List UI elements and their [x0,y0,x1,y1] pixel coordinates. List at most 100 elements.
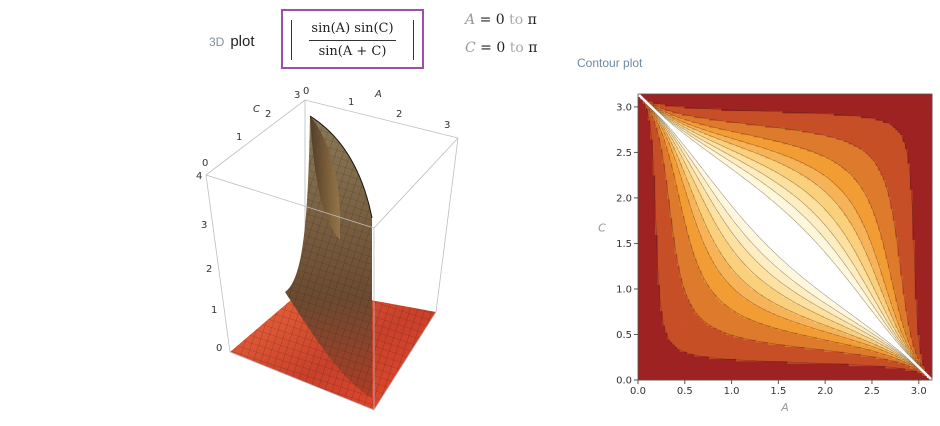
contour-cell [642,132,646,135]
contour-cell [679,246,683,250]
plot-3d: 0 1 2 3 A 3 2 1 0 C 4 3 2 1 0 [196,86,459,411]
contour-cell [721,139,725,143]
contour-cell [723,220,727,224]
contour-cell [652,337,656,340]
contour-cell [647,124,651,128]
contour-cell [711,103,715,107]
contour-cell [718,113,722,116]
contour-cell [664,208,668,212]
contour-cell [726,113,730,116]
contour-cell [682,148,685,152]
contour-cell [728,175,732,178]
contour-cell [728,101,732,104]
contour-cell [713,337,717,340]
contour-cell [642,263,646,266]
contour-cell [664,267,668,271]
contour-cell [706,105,710,109]
contour-cell [726,215,730,219]
contour-cell [713,368,717,371]
contour-cell [696,372,700,376]
contour-cell [662,94,666,97]
contour-cell [718,353,722,357]
contour-cell [706,291,710,295]
abs-bar-right [413,20,414,60]
contour-cell [655,179,658,183]
contour-cell [655,318,658,321]
contour-cell [691,253,695,257]
contour-cell [718,110,722,114]
contour-cell [682,170,685,174]
contour-cell [655,186,658,190]
contour-cell [699,208,703,212]
contour-cell [657,320,661,324]
contour-cell [669,315,673,319]
contour-cell [689,220,693,224]
contour-cell [709,346,712,350]
contour-cell [706,163,710,166]
contour-cell [687,144,690,147]
contour-cell [728,244,732,247]
contour-cell [664,155,668,159]
contour-cell [642,346,646,350]
contour-cell [731,139,734,143]
contour-cell [726,363,730,367]
contour-cell [647,182,651,185]
contour-cell [721,327,725,331]
contour-cell [733,105,737,109]
contour-cell [723,260,727,264]
contour-cell [652,101,656,104]
contour-cell [731,244,734,247]
contour-cell [679,215,683,219]
contour-cell [645,275,649,278]
contour-cell [652,358,656,362]
contour-cell [657,103,661,107]
contour-cell [650,310,654,314]
contour-cell [640,349,644,352]
contour-cell [706,263,710,266]
contour-cell [674,370,678,374]
contour-cell [657,110,661,114]
contour-cell [657,327,661,331]
contour-cell [731,353,734,357]
contour-cell [647,353,651,357]
contour-cell [667,329,671,333]
contour-cell [736,277,739,281]
contour-cell [657,127,661,131]
contour-cell [733,184,737,188]
contour-cell [684,186,688,190]
contour-cell [716,189,720,193]
contour-cell [677,313,681,317]
contour-cell [691,179,695,183]
contour-cell [736,184,739,188]
contour-cell [682,94,685,97]
contour-cell [689,222,693,226]
contour-cell [664,101,668,104]
contour-cell [672,334,676,338]
contour-cell [711,360,715,364]
contour-cell [645,210,649,214]
contour-cell [674,256,678,259]
contour-cell [679,270,683,274]
contour-cell [645,182,649,185]
contour-cell [723,315,727,319]
contour-cell [689,208,693,212]
contour-cell [642,213,646,216]
contour-cell [694,282,698,286]
contour-cell [709,158,712,162]
contour-cell [667,244,671,247]
contour-cell [667,117,671,121]
contour-cell [706,179,710,183]
contour-cell [713,356,717,359]
contour-cell [733,253,737,257]
contour-cell [704,377,707,381]
contour-cell [711,277,715,281]
contour-cell [662,213,666,216]
contour-cell [726,177,730,181]
contour-cell [721,284,725,288]
contour-cell [647,184,651,188]
contour-cell [638,327,641,331]
contour-cell [701,139,705,143]
contour-cell [689,375,693,379]
contour-cell [689,360,693,364]
contour-cell [652,265,656,269]
